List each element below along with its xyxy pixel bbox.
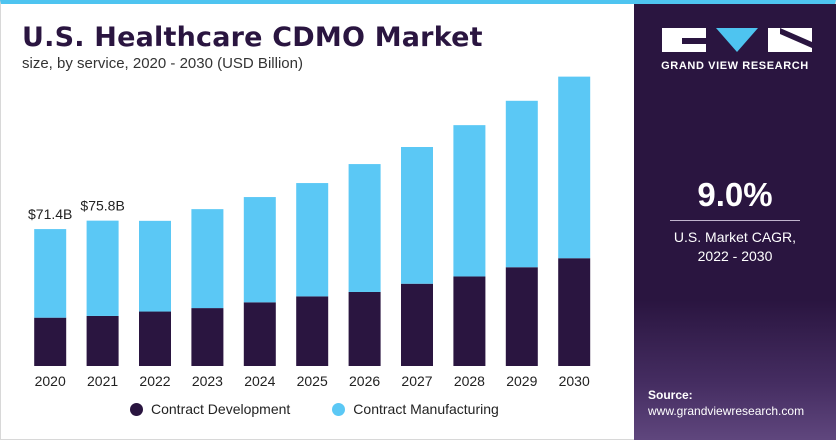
bar-contract-development-2020 bbox=[34, 317, 67, 366]
bar-contract-manufacturing-2023 bbox=[191, 209, 224, 309]
bar-contract-manufacturing-2024 bbox=[243, 197, 276, 303]
x-tick-label-2030: 2030 bbox=[559, 373, 590, 389]
bar-contract-development-2026 bbox=[348, 291, 381, 366]
legend-label-contract-manufacturing: Contract Manufacturing bbox=[353, 401, 499, 417]
cagr-divider bbox=[670, 220, 800, 221]
bar-contract-manufacturing-2027 bbox=[401, 147, 433, 284]
grand-view-research-logo-icon bbox=[662, 28, 812, 52]
bar-contract-development-2023 bbox=[191, 308, 224, 366]
x-tick-label-2028: 2028 bbox=[454, 373, 485, 389]
legend-item-contract-manufacturing: Contract Manufacturing bbox=[332, 401, 499, 417]
x-tick-label-2025: 2025 bbox=[297, 373, 328, 389]
bar-contract-development-2029 bbox=[505, 267, 538, 366]
bar-contract-development-2030 bbox=[558, 258, 591, 366]
x-tick-label-2024: 2024 bbox=[244, 373, 275, 389]
bar-contract-manufacturing-2028 bbox=[453, 125, 486, 277]
bar-contract-manufacturing-2026 bbox=[348, 164, 381, 292]
source-label: Source: bbox=[648, 388, 693, 402]
bar-contract-manufacturing-2021 bbox=[86, 220, 119, 316]
x-tick-label-2029: 2029 bbox=[506, 373, 537, 389]
legend-swatch-contract-development bbox=[130, 402, 143, 416]
cagr-label-line1: U.S. Market CAGR, bbox=[673, 229, 797, 245]
data-label-2020: $71.4B bbox=[28, 206, 72, 222]
data-label-2021: $75.8B bbox=[80, 198, 124, 214]
chart-title: U.S. Healthcare CDMO Market bbox=[22, 22, 483, 53]
chart-subtitle: size, by service, 2020 - 2030 (USD Billi… bbox=[22, 55, 303, 72]
bar-contract-manufacturing-2029 bbox=[505, 100, 538, 268]
bar-contract-development-2022 bbox=[139, 311, 171, 366]
x-tick-label-2020: 2020 bbox=[35, 373, 66, 389]
source-url[interactable]: www.grandviewresearch.com bbox=[648, 404, 805, 418]
panel-wave-decoration bbox=[634, 300, 836, 440]
info-panel: GRAND VIEW RESEARCH 9.0% U.S. Market CAG… bbox=[634, 4, 836, 440]
bar-contract-manufacturing-2022 bbox=[139, 220, 171, 312]
cagr-label-line2: 2022 - 2030 bbox=[697, 248, 773, 264]
bar-contract-manufacturing-2020 bbox=[34, 229, 67, 318]
bar-chart: 2020 $71.4B 2021 $75.8B 2022 2023 2024 2025 2026… bbox=[28, 76, 591, 389]
x-tick-label-2027: 2027 bbox=[401, 373, 432, 389]
legend-label-contract-development: Contract Development bbox=[151, 401, 291, 417]
bar-contract-manufacturing-2030 bbox=[558, 76, 591, 259]
x-tick-label-2026: 2026 bbox=[349, 373, 380, 389]
x-tick-label-2023: 2023 bbox=[192, 373, 223, 389]
bar-contract-development-2025 bbox=[296, 296, 329, 366]
cagr-value: 9.0% bbox=[697, 176, 773, 213]
bar-contract-manufacturing-2025 bbox=[296, 183, 329, 297]
x-tick-label-2022: 2022 bbox=[139, 373, 170, 389]
x-tick-label-2021: 2021 bbox=[87, 373, 118, 389]
brand-name: GRAND VIEW RESEARCH bbox=[661, 60, 809, 72]
bar-contract-development-2024 bbox=[243, 302, 276, 366]
legend-item-contract-development: Contract Development bbox=[130, 401, 290, 417]
chart-legend: Contract Development Contract Manufactur… bbox=[130, 401, 499, 417]
cagr-label: U.S. Market CAGR, 2022 - 2030 bbox=[634, 228, 836, 266]
bar-contract-development-2021 bbox=[86, 315, 119, 366]
legend-swatch-contract-manufacturing bbox=[332, 402, 346, 416]
bar-contract-development-2028 bbox=[453, 276, 486, 366]
bar-contract-development-2027 bbox=[401, 283, 433, 366]
